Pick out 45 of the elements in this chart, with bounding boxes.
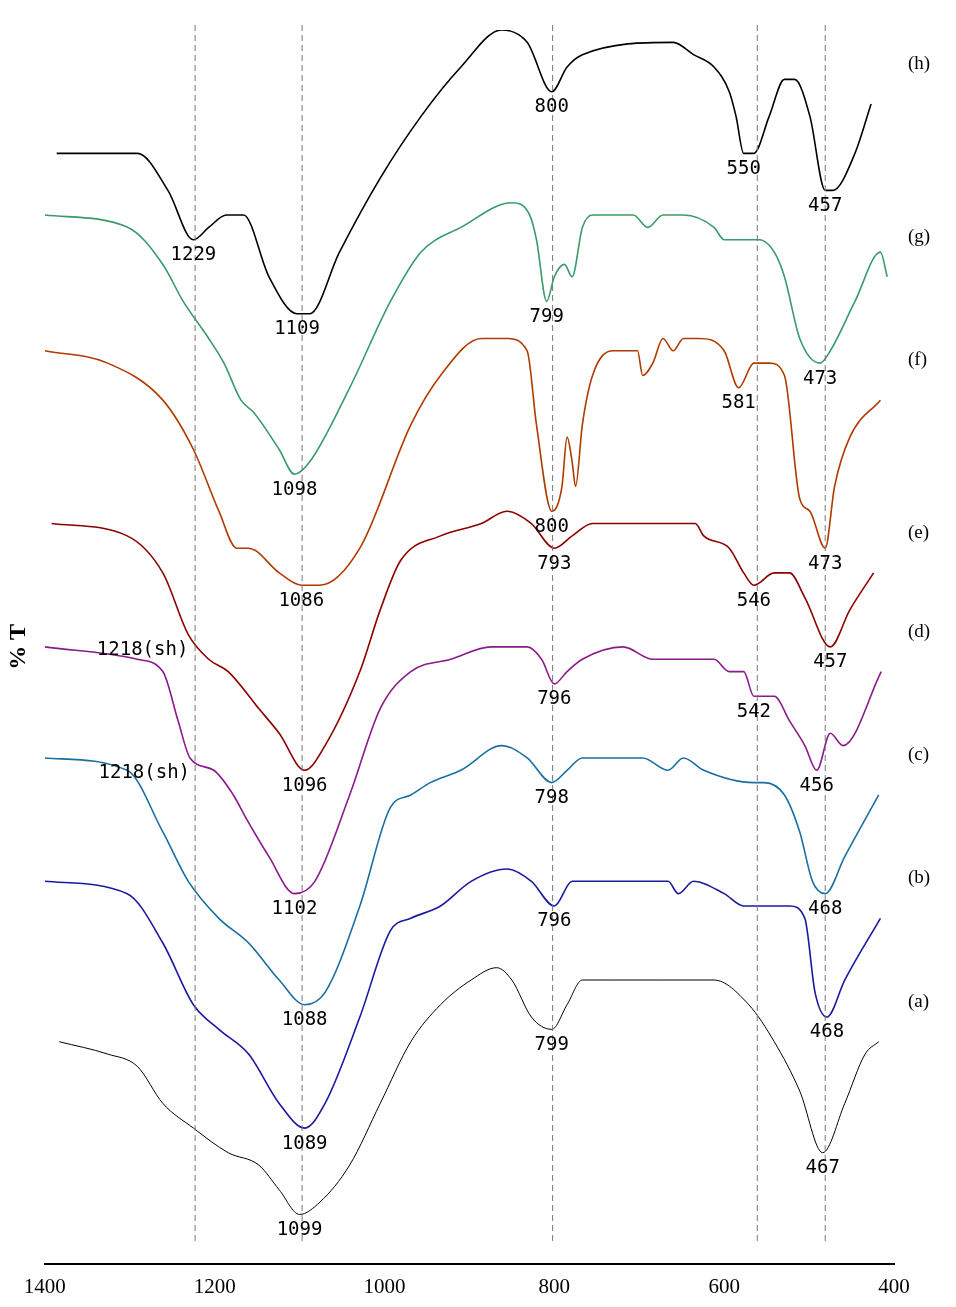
annotation: 1099 xyxy=(276,1216,323,1239)
annotation: 796 xyxy=(537,686,572,709)
annotation: 468 xyxy=(808,896,843,919)
annotation: 1229 xyxy=(170,242,217,265)
text: (f) xyxy=(908,348,927,371)
x-tick-label: 1400 xyxy=(23,1273,66,1298)
annotation: 1098 xyxy=(271,476,318,499)
x-tick-label: 1200 xyxy=(193,1273,236,1298)
annotation: 1109 xyxy=(274,316,320,339)
x-tick-label: 1000 xyxy=(363,1273,406,1298)
annotation: 457 xyxy=(808,192,843,215)
annotation: 457 xyxy=(813,649,848,672)
annotation: 800 xyxy=(534,94,569,117)
annotation: 1102 xyxy=(271,896,318,919)
annotation: 799 xyxy=(534,1031,569,1054)
annotation: 800 xyxy=(534,513,569,536)
text: (h) xyxy=(908,52,931,75)
annotation: 468 xyxy=(809,1019,845,1042)
text: (c) xyxy=(908,742,930,765)
annotation: 1088 xyxy=(281,1007,328,1030)
x-tick-label: 600 xyxy=(708,1273,740,1298)
annotation: 546 xyxy=(736,587,772,610)
annotation: 456 xyxy=(799,772,834,795)
series-label: (g) xyxy=(908,224,931,247)
annotation: 473 xyxy=(808,550,843,573)
y-axis-title: % T xyxy=(3,624,30,670)
annotation: 793 xyxy=(537,550,572,573)
annotation: 1096 xyxy=(281,772,328,795)
annotation: 799 xyxy=(529,303,564,326)
annotation: 550 xyxy=(726,155,761,178)
x-tick-label: 800 xyxy=(538,1273,571,1298)
annotation: 796 xyxy=(537,908,572,931)
annotation: 798 xyxy=(534,785,569,808)
text: (e) xyxy=(908,520,930,543)
annotation: 581 xyxy=(721,390,756,413)
text: (a) xyxy=(908,989,930,1012)
annotation: 1089 xyxy=(281,1130,328,1153)
annotation: 1086 xyxy=(278,587,325,610)
text: (b) xyxy=(908,866,931,889)
annotation: 542 xyxy=(736,698,772,721)
annotation: 1218(sh) xyxy=(96,637,189,659)
annotation: 467 xyxy=(805,1155,840,1178)
annotation: 473 xyxy=(802,365,838,388)
text: (d) xyxy=(908,619,931,642)
x-tick-label: 400 xyxy=(878,1273,910,1298)
